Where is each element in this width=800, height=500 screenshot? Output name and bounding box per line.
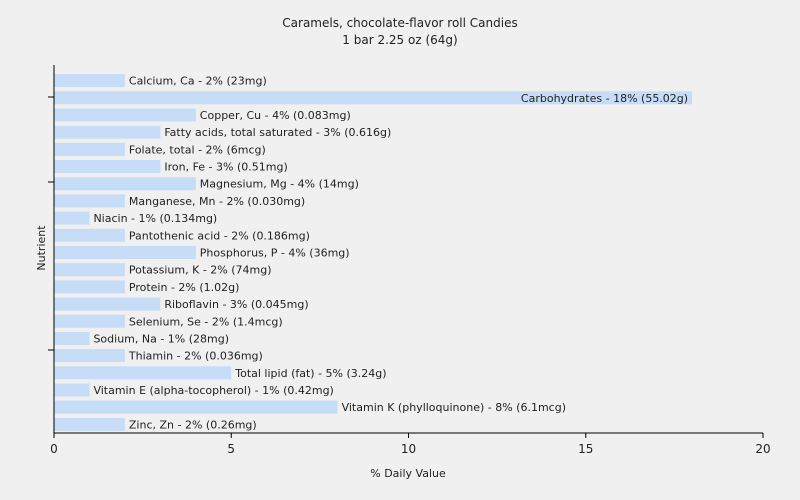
bar-label-0: Calcium, Ca - 2% (23mg) xyxy=(129,75,267,88)
bar-label-8: Niacin - 1% (0.134mg) xyxy=(93,212,217,225)
bar-label-13: Riboflavin - 3% (0.045mg) xyxy=(164,298,308,311)
tick-labels-layer: 0 5 10 15 20 xyxy=(50,442,770,456)
bar-label-5: Iron, Fe - 3% (0.51mg) xyxy=(164,161,287,174)
bar-label-19: Vitamin K (phylloquinone) - 8% (6.1mcg) xyxy=(342,401,566,414)
x-axis-label: % Daily Value xyxy=(370,467,446,480)
bar-15 xyxy=(54,331,90,345)
bar-label-6: Magnesium, Mg - 4% (14mg) xyxy=(200,178,359,191)
bar-label-15: Sodium, Na - 1% (28mg) xyxy=(93,332,229,345)
bar-10 xyxy=(54,246,196,259)
chart-title: Caramels, chocolate-flavor roll Candies xyxy=(282,16,517,30)
bar-label-3: Fatty acids, total saturated - 3% (0.616… xyxy=(164,126,391,139)
bars-layer xyxy=(54,74,693,431)
x-tick-label-3: 15 xyxy=(578,442,593,456)
bar-6 xyxy=(54,177,196,191)
bar-4 xyxy=(54,142,125,156)
bar-5 xyxy=(54,160,161,174)
bar-14 xyxy=(54,314,125,328)
bar-label-12: Protein - 2% (1.02g) xyxy=(129,281,240,294)
bar-label-14: Selenium, Se - 2% (1.4mcg) xyxy=(129,315,283,328)
bar-label-4: Folate, total - 2% (6mcg) xyxy=(129,143,266,156)
x-tick-label-1: 5 xyxy=(227,442,235,456)
bar-label-2: Copper, Cu - 4% (0.083mg) xyxy=(200,109,351,122)
bar-label-18: Vitamin E (alpha-tocopherol) - 1% (0.42m… xyxy=(93,384,333,397)
bar-0 xyxy=(54,74,125,88)
bar-17 xyxy=(54,366,232,380)
y-axis-label: Nutrient xyxy=(35,225,48,271)
bar-7 xyxy=(54,194,125,208)
chart-subtitle: 1 bar 2.25 oz (64g) xyxy=(342,33,457,47)
bar-19 xyxy=(54,400,338,414)
x-tick-label-2: 10 xyxy=(401,442,416,456)
bar-label-11: Potassium, K - 2% (74mg) xyxy=(129,264,272,277)
bar-label-16: Thiamin - 2% (0.036mg) xyxy=(128,350,263,363)
bar-label-17: Total lipid (fat) - 5% (3.24g) xyxy=(234,367,386,380)
bar-16 xyxy=(54,349,125,363)
bar-13 xyxy=(54,297,161,311)
bar-12 xyxy=(54,280,125,294)
bar-11 xyxy=(54,263,125,277)
bar-label-7: Manganese, Mn - 2% (0.030mg) xyxy=(129,195,305,208)
bar-1 xyxy=(54,91,693,105)
bar-3 xyxy=(54,125,161,139)
bar-18 xyxy=(54,383,90,397)
bar-label-1: Carbohydrates - 18% (55.02g) xyxy=(521,92,688,105)
x-tick-label-0: 0 xyxy=(50,442,58,456)
bar-labels-layer: Calcium, Ca - 2% (23mg) Carbohydrates - 1… xyxy=(93,75,688,432)
axes-layer xyxy=(48,65,764,438)
x-tick-label-4: 20 xyxy=(755,442,770,456)
bar-9 xyxy=(54,228,125,242)
bar-label-10: Phosphorus, P - 4% (36mg) xyxy=(200,247,350,260)
bar-label-9: Pantothenic acid - 2% (0.186mg) xyxy=(129,229,310,242)
bar-8 xyxy=(54,211,90,225)
bar-label-20: Zinc, Zn - 2% (0.26mg) xyxy=(129,418,257,431)
bar-2 xyxy=(54,108,196,122)
bar-20 xyxy=(54,417,125,431)
